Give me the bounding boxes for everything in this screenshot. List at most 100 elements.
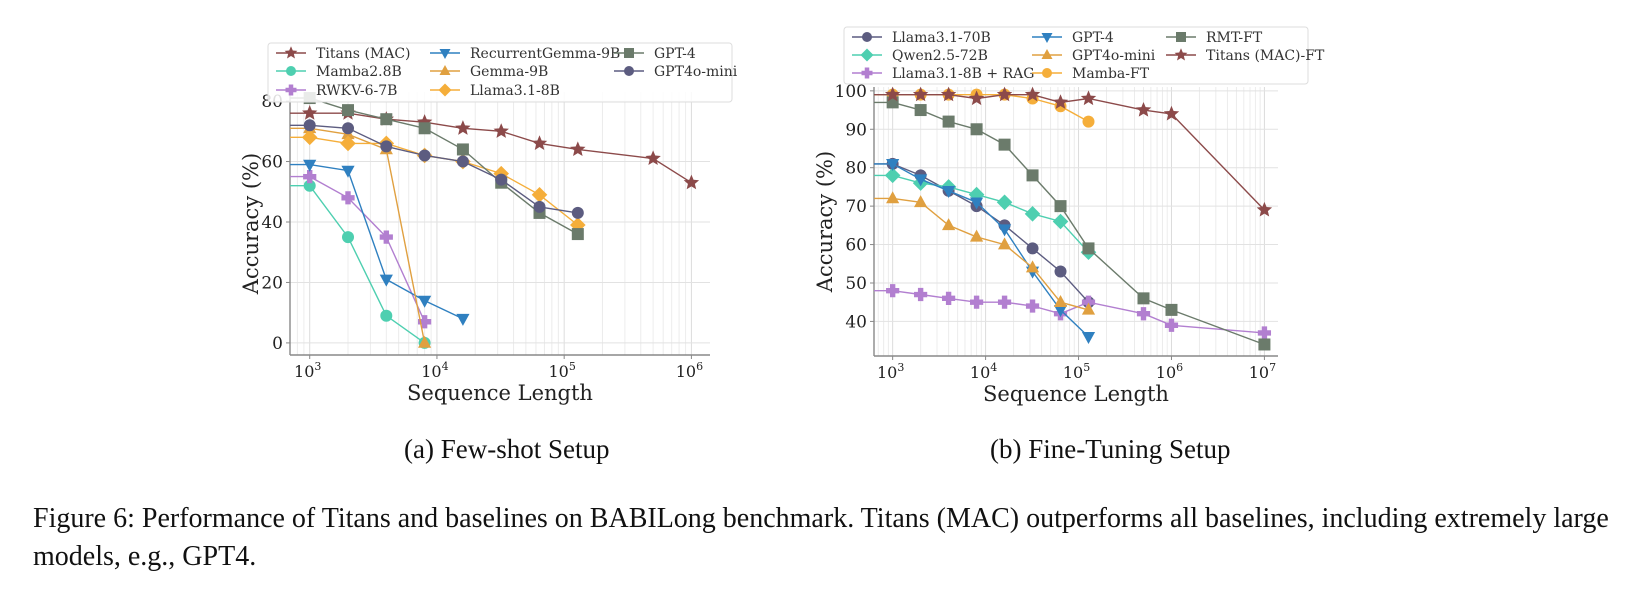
data-point	[1081, 331, 1096, 344]
x-tick-label: 106	[1156, 361, 1183, 382]
data-point	[342, 104, 355, 117]
y-tick-label: 60	[261, 153, 283, 173]
data-point	[645, 150, 661, 166]
data-point	[1135, 101, 1152, 117]
data-point	[942, 185, 956, 198]
legend-marker-icon	[1174, 48, 1188, 61]
y-tick-label: 80	[845, 159, 867, 179]
data-point	[914, 195, 928, 208]
legend-label: RecurrentGemma-9B	[470, 46, 620, 62]
legend-box	[267, 42, 733, 103]
x-tick-label: 103	[877, 361, 904, 382]
data-point	[969, 295, 984, 309]
gridlines	[874, 87, 1278, 356]
legend-label: Qwen2.5-72B	[892, 48, 988, 64]
y-tick-label: 20	[261, 273, 283, 293]
legend-item: Mamba2.8B	[276, 64, 402, 80]
data-point	[942, 218, 956, 231]
data-point	[342, 231, 355, 244]
legend-marker-icon	[286, 66, 296, 76]
data-point	[1080, 90, 1097, 106]
chart-few-shot: 020406080103104105106Sequence LengthAccu…	[239, 42, 738, 405]
legend-marker-icon	[1042, 68, 1052, 78]
data-point	[914, 104, 927, 117]
data-point	[997, 224, 1012, 237]
data-point	[303, 170, 317, 184]
series-gpt-4	[874, 159, 1096, 344]
data-point	[942, 291, 956, 305]
x-tick-exponent: 5	[1083, 361, 1090, 374]
data-point	[418, 122, 431, 135]
data-point	[1054, 265, 1067, 278]
data-point	[456, 313, 470, 326]
series-rmt-ft	[874, 96, 1271, 351]
x-tick-label: 105	[548, 360, 575, 381]
legend-marker-icon	[624, 66, 634, 76]
gridlines	[289, 92, 710, 355]
legend-label: GPT4o-mini	[1072, 48, 1156, 64]
data-point	[1081, 295, 1096, 309]
y-tick-label: 50	[845, 274, 867, 294]
data-point	[1163, 105, 1180, 121]
series-llama3-1-70b	[874, 157, 1095, 309]
series-titans-mac-ft	[874, 86, 1273, 217]
data-point	[914, 287, 928, 302]
figure-canvas: 020406080103104105106Sequence LengthAccu…	[239, 26, 1325, 406]
x-tick-exponent: 7	[1269, 361, 1276, 374]
legend-item: Titans (MAC)	[276, 46, 411, 62]
data-point	[969, 197, 984, 210]
data-point	[341, 191, 355, 205]
data-point	[1082, 242, 1095, 255]
legend-marker-icon	[1041, 49, 1053, 59]
legend-label: Llama3.1-8B	[470, 83, 560, 99]
x-tick-exponent: 6	[696, 360, 703, 373]
y-tick-label: 60	[845, 236, 867, 256]
y-tick-label: 40	[845, 312, 867, 332]
data-point	[1053, 305, 1068, 318]
x-tick-exponent: 3	[897, 361, 904, 374]
legend-item: Mamba-FT	[1032, 66, 1150, 82]
data-point	[531, 186, 548, 203]
data-point	[998, 138, 1011, 151]
legend-item: GPT-4	[1032, 30, 1114, 46]
data-point	[1258, 338, 1271, 351]
data-point	[969, 229, 984, 242]
y-tick-label: 90	[845, 120, 867, 140]
data-point	[1137, 292, 1150, 305]
data-point	[884, 86, 901, 102]
data-point	[886, 191, 900, 204]
legend-marker-icon	[624, 48, 634, 58]
data-point	[968, 90, 985, 106]
data-point	[493, 123, 509, 138]
data-point	[380, 309, 393, 322]
data-point	[914, 174, 928, 187]
chart-fine-tuning: 40 50 60 70 80 90 100 103 104 105 106 107 Sequence L…	[813, 26, 1325, 406]
x-tick-exponent: 5	[569, 360, 576, 373]
legend-label: Mamba2.8B	[316, 64, 402, 80]
legend-label: Mamba-FT	[1072, 66, 1150, 82]
data-point	[912, 86, 929, 102]
data-point	[683, 174, 700, 190]
legend-label: Titans (MAC)-FT	[1206, 48, 1325, 64]
legend-label: Titans (MAC)	[316, 46, 411, 62]
series-gpt4o-mini	[290, 119, 584, 219]
legend-item: GPT-4	[614, 46, 696, 62]
y-tick-label: 70	[845, 197, 867, 217]
data-point	[1082, 115, 1095, 128]
x-tick-exponent: 6	[1176, 361, 1183, 374]
series-recurrentgemma-9b	[290, 159, 470, 326]
data-point	[418, 149, 431, 162]
data-point	[571, 228, 584, 241]
legend-label: GPT-4	[1072, 30, 1114, 46]
data-point	[531, 135, 548, 150]
data-point	[380, 140, 393, 153]
x-tick-label: 105	[1063, 361, 1090, 382]
data-point	[418, 315, 432, 329]
series-line	[290, 124, 578, 214]
data-point	[341, 165, 355, 178]
x-tick-exponent: 3	[314, 360, 321, 373]
legend-item: Qwen2.5-72B	[852, 48, 988, 64]
legend-item: Gemma-9B	[430, 64, 548, 80]
data-point	[1081, 302, 1096, 315]
data-point	[1256, 201, 1273, 217]
